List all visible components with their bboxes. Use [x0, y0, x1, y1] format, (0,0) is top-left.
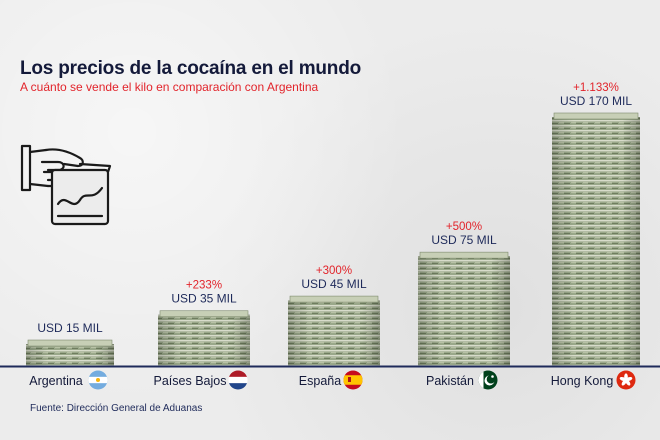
percent-label: +1.133% [573, 82, 619, 94]
category-label: Países Bajos [154, 374, 227, 388]
money-stack-top [159, 310, 249, 318]
chart-subtitle: A cuánto se vende el kilo en comparación… [20, 80, 319, 94]
money-stack-top [553, 112, 639, 120]
pakistan-flag-icon [478, 370, 498, 390]
bar-hong-kong [552, 112, 640, 366]
category-label: España [299, 374, 341, 388]
category-label: Argentina [29, 374, 83, 388]
category-label: Hong Kong [551, 374, 614, 388]
value-label: USD 45 MIL [301, 277, 367, 291]
money-stack-shade [418, 256, 510, 366]
percent-label: +500% [446, 221, 482, 233]
value-label: USD 75 MIL [431, 233, 497, 247]
bar-países-bajos [158, 310, 250, 366]
bar-argentina [26, 339, 114, 366]
spain-flag-icon [343, 370, 363, 390]
money-stack-shade [26, 344, 114, 366]
percent-label: +300% [316, 265, 352, 277]
percent-label: +233% [186, 280, 222, 292]
value-label: USD 35 MIL [171, 292, 237, 306]
hong-kong-flag-icon [616, 370, 636, 390]
argentina-flag-icon [88, 370, 108, 390]
source-note: Fuente: Dirección General de Aduanas [30, 403, 203, 414]
money-stack-shade [552, 117, 640, 366]
bar-pakistán [418, 251, 510, 366]
value-label: USD 15 MIL [37, 321, 103, 335]
money-stack-shade [158, 314, 250, 366]
money-stack-top [419, 251, 509, 259]
category-label: Pakistán [426, 374, 474, 388]
value-label: USD 170 MIL [560, 94, 632, 108]
money-stack-top [27, 339, 113, 347]
bar-españa [288, 295, 380, 366]
money-stack-shade [288, 300, 380, 366]
money-stack-top [289, 295, 379, 303]
netherlands-flag-icon [228, 370, 248, 390]
chart-title: Los precios de la cocaína en el mundo [20, 58, 362, 79]
hand-holding-price-chart-icon [18, 142, 114, 228]
